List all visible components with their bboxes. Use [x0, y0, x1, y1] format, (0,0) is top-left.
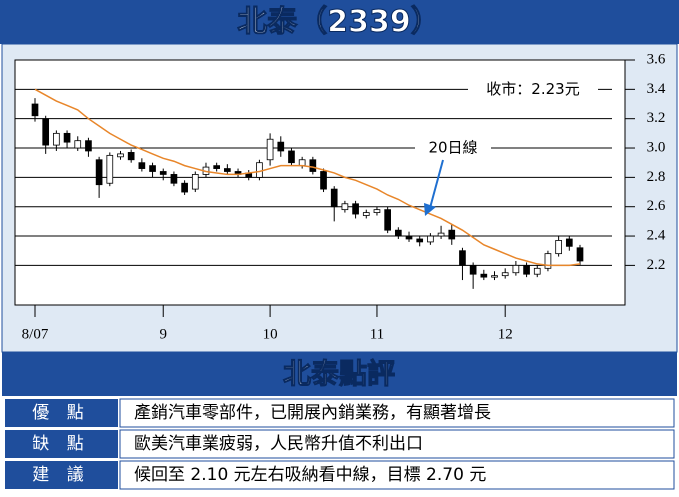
row-label-cell — [5, 461, 118, 489]
candle-body — [256, 162, 263, 178]
candle-body — [491, 275, 498, 278]
moving-average-line — [34, 88, 581, 267]
row-label: 建 議 — [32, 465, 89, 485]
row-content: 產銷汽車零部件，已開展內銷業務，有顯著增長 — [134, 403, 491, 423]
title-bar — [0, 0, 679, 44]
y-tick-label: 2.4 — [647, 227, 666, 243]
candle-body — [159, 171, 167, 175]
ma-label: 20日線 — [428, 139, 477, 157]
arrow-shaft — [429, 159, 444, 209]
candle-body — [277, 141, 285, 152]
candle-body — [170, 174, 178, 184]
candle-body — [298, 159, 306, 167]
candle-body — [191, 174, 199, 190]
y-tick-label: 3.6 — [647, 51, 666, 67]
candle-body — [544, 253, 552, 269]
plot: 3.6 3.4 3.2 3.0 2.8 2.6 2.4 2.2 8/07 9 10 11 12 收市：2.… — [15, 51, 666, 342]
row-label-cell — [5, 399, 118, 427]
arrow-head — [424, 203, 436, 216]
candle-body — [117, 153, 124, 158]
candle-body — [405, 235, 413, 240]
y-tick-label: 2.2 — [647, 257, 666, 273]
candle-body — [288, 150, 295, 164]
candle-body — [501, 272, 509, 277]
candle-body — [384, 209, 391, 231]
candle-body — [309, 159, 317, 172]
candle-body — [42, 118, 50, 146]
review-title-bar — [2, 352, 677, 396]
candle-body — [448, 229, 456, 240]
close-annotation: 收市：2.23元 — [486, 80, 579, 98]
x-tick-label: 12 — [498, 326, 513, 342]
candle-body — [149, 165, 156, 172]
y-tick-label: 2.6 — [647, 198, 666, 214]
plot-area — [14, 59, 626, 306]
x-tick-label: 11 — [370, 326, 384, 342]
candle-body — [85, 140, 92, 152]
y-tick-label: 3.2 — [647, 110, 666, 126]
candle-body — [512, 264, 520, 274]
candle-body — [341, 203, 349, 211]
candle-body — [224, 168, 231, 172]
candle-body — [416, 238, 424, 243]
candle-body — [352, 203, 359, 215]
candle-body — [31, 103, 39, 117]
candle-body — [320, 171, 327, 190]
candle-body — [576, 247, 584, 262]
x-tick-label: 10 — [263, 326, 278, 342]
candle-body — [213, 165, 221, 169]
row-content: 候回至 2.10 元左右吸納看中線，目標 2.70 元 — [134, 465, 486, 485]
candle-body — [437, 232, 445, 237]
candle-body — [74, 140, 82, 149]
candle-body — [63, 132, 71, 143]
candle-body — [373, 209, 381, 213]
y-tick-label: 3.4 — [647, 81, 666, 97]
row-label: 缺 點 — [32, 434, 89, 454]
candle-body — [53, 132, 60, 146]
x-tick-label: 8/07 — [22, 326, 49, 342]
row-content-cell — [119, 398, 675, 428]
chart-title: 北泰（2339） — [237, 5, 441, 40]
row-content-cell — [119, 460, 675, 490]
row-label: 優 點 — [32, 403, 89, 423]
annotation-bg — [415, 138, 491, 159]
candle-body — [565, 238, 573, 247]
candle-body — [266, 138, 274, 161]
annotation-bg — [468, 79, 598, 100]
row-label-cell — [5, 430, 118, 458]
candle-body — [469, 264, 477, 275]
candle-body — [127, 152, 135, 161]
candle-body — [394, 229, 402, 237]
candle-body — [138, 162, 146, 169]
y-tick-label: 2.8 — [647, 169, 666, 185]
candle-body — [459, 250, 466, 266]
candle-body — [181, 182, 188, 193]
candle-body — [523, 264, 530, 275]
candle-body — [480, 273, 488, 278]
candle-body — [106, 154, 114, 184]
review-title: 北泰點評 — [283, 357, 395, 390]
candle-body — [95, 159, 103, 186]
candle-body — [555, 240, 562, 255]
candle-body — [330, 188, 338, 208]
candle-body — [362, 212, 370, 216]
row-content-cell — [119, 429, 675, 459]
candle-body — [427, 235, 434, 243]
row-content: 歐美汽車業疲弱，人民幣升值不利出口 — [134, 434, 423, 454]
y-tick-label: 3.0 — [647, 139, 666, 155]
candle-body — [533, 267, 541, 275]
x-tick-label: 9 — [159, 326, 167, 342]
